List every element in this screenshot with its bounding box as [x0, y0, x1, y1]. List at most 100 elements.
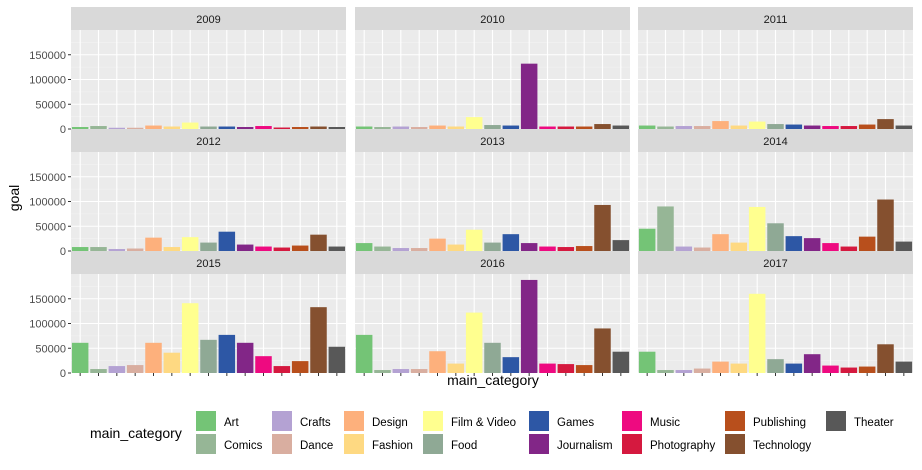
- bar-film-video: [465, 117, 483, 129]
- legend-key: [344, 434, 364, 454]
- legend-label: Art: [224, 417, 240, 429]
- bar-theater: [328, 346, 346, 373]
- bar-games: [502, 234, 520, 251]
- bar-crafts: [392, 126, 410, 129]
- legend-key: [529, 411, 549, 431]
- bar-publishing: [858, 124, 876, 129]
- bar-technology: [877, 344, 894, 373]
- bar-photography: [273, 366, 291, 373]
- facet-2017: 2017: [638, 251, 913, 376]
- bar-photography: [840, 246, 858, 251]
- bar-film-video: [748, 206, 766, 251]
- facet-2013: 2013: [355, 129, 630, 252]
- y-tick-label: 0: [60, 246, 66, 258]
- legend-key: [196, 434, 216, 454]
- bar-games: [785, 236, 803, 251]
- bar-comics: [657, 206, 674, 251]
- legend-label: Food: [451, 440, 477, 452]
- facet-strip-label: 2009: [196, 14, 220, 26]
- bar-food: [767, 124, 784, 129]
- bar-crafts: [392, 369, 410, 373]
- facet-2010: 2010: [355, 7, 630, 130]
- bar-food: [200, 339, 217, 373]
- legend-title: main_category: [90, 425, 182, 441]
- facet-strip-label: 2012: [196, 136, 220, 148]
- bar-comics: [657, 370, 674, 373]
- bar-dance: [410, 369, 428, 373]
- bar-fashion: [163, 126, 181, 129]
- bar-music: [255, 356, 272, 373]
- legend-label: Journalism: [557, 440, 613, 452]
- bar-publishing: [858, 236, 876, 251]
- legend-item-journalism: Journalism: [529, 434, 613, 454]
- y-tick-label: 150000: [29, 172, 66, 184]
- facet-2009: 2009 0 50000 100000 150000: [29, 7, 346, 136]
- facet-strip-label: 2011: [764, 14, 788, 26]
- bar-journalism: [520, 279, 538, 373]
- bar-art: [355, 334, 373, 373]
- legend-key: [725, 434, 745, 454]
- bar-theater: [895, 361, 913, 373]
- y-tick-label: 100000: [29, 319, 66, 331]
- bar-games: [218, 126, 236, 129]
- y-tick-label: 100000: [29, 75, 66, 87]
- bar-crafts: [675, 126, 693, 129]
- bar-comics: [374, 370, 391, 373]
- bar-technology: [310, 307, 327, 373]
- legend-item-food: Food: [423, 434, 477, 454]
- facet-strip: [71, 7, 346, 30]
- bar-comics: [90, 247, 107, 251]
- bar-film-video: [465, 229, 483, 251]
- bar-music: [822, 243, 839, 251]
- legend-item-art: Art: [196, 411, 240, 431]
- y-tick-label: 50000: [35, 343, 66, 355]
- legend-label: Photography: [650, 440, 715, 452]
- bar-dance: [693, 368, 711, 373]
- bar-film-video: [181, 237, 199, 251]
- bar-food: [200, 242, 217, 251]
- bar-journalism: [803, 238, 821, 251]
- facet-strip: [638, 129, 913, 152]
- legend-item-design: Design: [344, 411, 408, 431]
- facet-strip: [355, 251, 630, 274]
- legend-key: [423, 434, 443, 454]
- bar-photography: [557, 364, 575, 373]
- bar-technology: [877, 119, 894, 129]
- bar-theater: [612, 125, 630, 129]
- bar-journalism: [236, 127, 254, 129]
- legend-label: Fashion: [372, 440, 413, 452]
- legend-label: Games: [557, 417, 594, 429]
- bar-art: [638, 351, 656, 373]
- facet-2014: 2014: [638, 129, 913, 252]
- y-axis-title: goal: [6, 185, 22, 211]
- bar-theater: [612, 240, 630, 251]
- bar-music: [539, 126, 556, 129]
- bar-technology: [594, 204, 611, 251]
- facet-2011: 2011: [638, 7, 913, 130]
- bar-fashion: [730, 363, 748, 373]
- bar-music: [822, 126, 839, 129]
- legend-key: [344, 411, 364, 431]
- bar-fashion: [730, 242, 748, 251]
- bar-fashion: [730, 125, 748, 129]
- bar-design: [429, 238, 446, 251]
- bar-comics: [90, 369, 107, 373]
- bar-music: [822, 365, 839, 373]
- bar-publishing: [291, 361, 309, 373]
- bar-dance: [693, 247, 711, 251]
- bar-theater: [328, 246, 346, 251]
- bar-dance: [410, 248, 428, 251]
- bar-comics: [374, 246, 391, 251]
- bar-publishing: [575, 126, 593, 129]
- bar-fashion: [447, 126, 465, 129]
- bar-design: [429, 351, 446, 373]
- legend-key: [423, 411, 443, 431]
- bar-crafts: [675, 370, 693, 373]
- bar-design: [145, 237, 162, 251]
- bar-publishing: [575, 246, 593, 251]
- bar-games: [785, 124, 803, 129]
- bar-theater: [895, 241, 913, 251]
- legend: main_category Art Comics Crafts Dance Design…: [90, 411, 894, 454]
- legend-key: [272, 434, 292, 454]
